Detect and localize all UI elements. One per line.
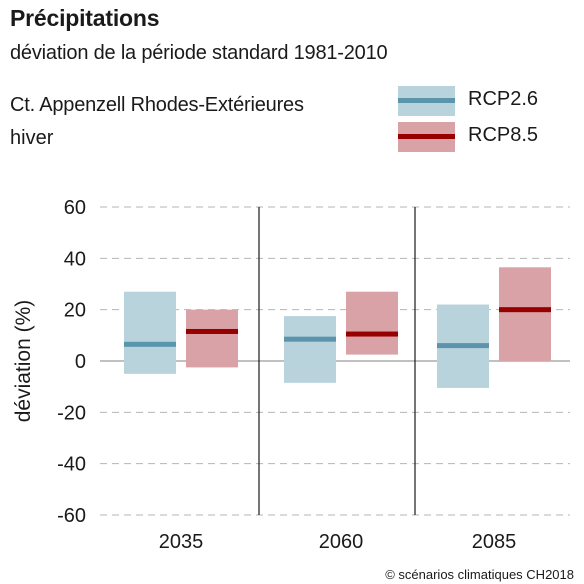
y-tick-label: -20 [57,402,86,424]
copyright-text: © scénarios climatiques CH2018 [385,567,574,582]
median-line-rcp26-2035 [124,341,176,347]
chart-subtitle: déviation de la période standard 1981-20… [10,42,388,64]
legend-label-rcp26: RCP2.6 [468,88,539,110]
legend-item-rcp85: RCP8.5 [398,122,578,154]
legend-label-rcp85: RCP8.5 [468,124,539,146]
y-tick-labels: 60 40 20 0 -20 -40 -60 [57,197,86,527]
period-separators [258,207,416,515]
median-line-rcp85-2035 [186,328,238,334]
legend: RCP2.6 RCP8.5 [398,86,578,156]
y-tick-label: 60 [64,197,86,219]
legend-line-rcp85 [398,134,455,139]
x-tick-label: 2035 [159,531,204,553]
median-line-rcp26-2085 [437,343,489,349]
legend-item-rcp26: RCP2.6 [398,86,578,118]
median-line-rcp85-2085 [499,307,551,313]
x-tick-labels: 2035 2060 2085 [159,531,517,553]
y-tick-label: 0 [75,351,86,373]
y-tick-label: 20 [64,300,86,322]
median-line-rcp26-2060 [284,336,336,342]
chart-title: Précipitations [10,5,160,31]
range-bar-rcp85-2085 [499,267,551,361]
region-label: Ct. Appenzell Rhodes-Extérieures [10,94,304,116]
y-tick-label: -40 [57,454,86,476]
range-bar-rcp85-2035 [186,309,238,368]
range-bar-rcp26-2060 [284,316,336,383]
x-tick-label: 2060 [319,531,364,553]
y-axis-label: déviation (%) [12,300,35,423]
y-tick-label: 40 [64,248,86,270]
x-tick-label: 2085 [472,531,517,553]
legend-swatch-rcp85 [398,122,455,152]
legend-swatch-rcp26 [398,86,455,116]
range-bars [124,267,551,388]
median-line-rcp85-2060 [346,331,398,337]
y-tick-label: -60 [57,505,86,527]
range-bar-rcp85-2060 [346,291,398,355]
range-bar-rcp26-2035 [124,291,176,374]
season-label: hiver [10,127,54,149]
legend-line-rcp26 [398,98,455,103]
